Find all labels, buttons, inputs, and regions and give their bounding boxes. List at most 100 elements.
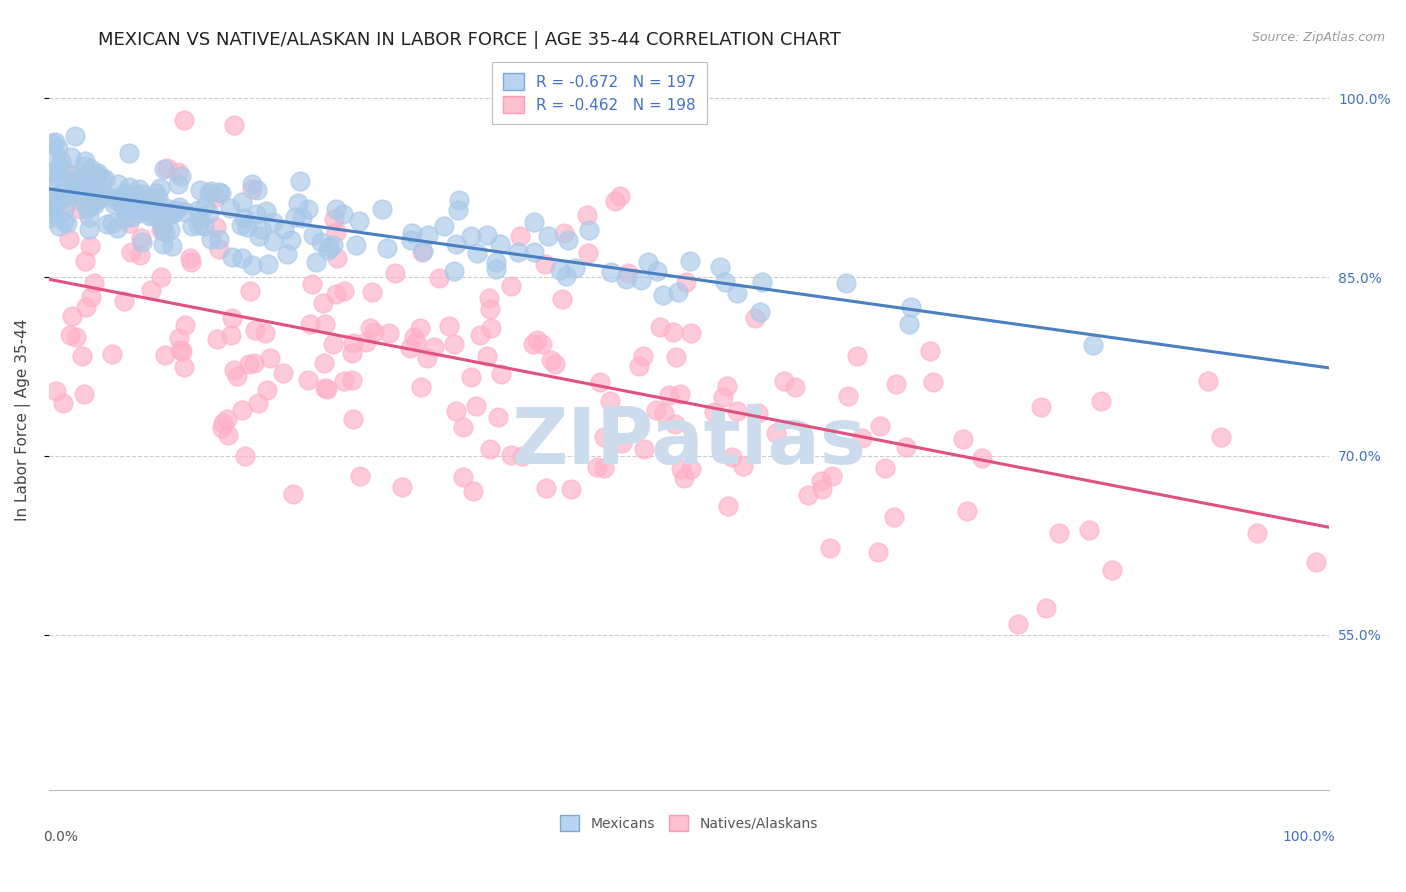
Point xyxy=(530,337,553,351)
Point xyxy=(39,203,62,218)
Point xyxy=(1305,555,1327,569)
Point xyxy=(652,406,675,420)
Point xyxy=(851,431,873,445)
Point xyxy=(312,356,335,370)
Point xyxy=(46,141,69,155)
Point xyxy=(744,311,766,326)
Point xyxy=(412,244,434,258)
Point xyxy=(633,442,655,456)
Point xyxy=(77,210,100,224)
Point xyxy=(157,205,180,219)
Point xyxy=(564,260,586,275)
Point xyxy=(675,275,697,289)
Point xyxy=(797,488,820,502)
Point xyxy=(416,227,439,242)
Point xyxy=(49,192,72,206)
Point xyxy=(509,229,531,244)
Point xyxy=(162,239,184,253)
Point xyxy=(449,193,471,207)
Point xyxy=(821,469,844,483)
Text: ZIPatlas: ZIPatlas xyxy=(512,404,866,480)
Point xyxy=(405,335,427,350)
Point xyxy=(312,295,335,310)
Point xyxy=(540,353,562,368)
Point xyxy=(332,207,354,221)
Point xyxy=(522,337,544,351)
Point xyxy=(77,221,100,235)
Point xyxy=(478,301,501,316)
Point xyxy=(363,326,385,340)
Point xyxy=(288,174,311,188)
Point xyxy=(149,181,172,195)
Point xyxy=(58,179,80,194)
Point xyxy=(658,388,681,402)
Point xyxy=(883,509,905,524)
Point xyxy=(599,265,621,279)
Point xyxy=(127,205,149,219)
Point xyxy=(152,162,174,177)
Point xyxy=(1078,523,1101,537)
Point xyxy=(240,182,263,196)
Point xyxy=(103,197,125,211)
Point xyxy=(169,169,191,184)
Point xyxy=(349,468,371,483)
Point xyxy=(325,225,347,239)
Point xyxy=(404,330,426,344)
Point xyxy=(193,219,215,233)
Point xyxy=(224,118,246,132)
Point xyxy=(65,330,87,344)
Point xyxy=(42,194,65,208)
Point xyxy=(114,190,136,204)
Point xyxy=(114,186,136,200)
Point xyxy=(401,227,423,241)
Point xyxy=(46,194,69,208)
Point xyxy=(869,419,891,434)
Point xyxy=(297,373,319,387)
Point xyxy=(58,232,80,246)
Point xyxy=(305,255,328,269)
Point xyxy=(73,387,96,401)
Point xyxy=(523,245,546,260)
Point xyxy=(411,245,433,260)
Point xyxy=(75,185,97,199)
Point xyxy=(499,278,522,293)
Point xyxy=(72,350,94,364)
Point xyxy=(231,402,253,417)
Point xyxy=(87,169,110,184)
Text: Source: ZipAtlas.com: Source: ZipAtlas.com xyxy=(1251,31,1385,45)
Point xyxy=(560,482,582,496)
Point xyxy=(39,207,62,221)
Point xyxy=(291,211,314,225)
Point xyxy=(576,208,599,222)
Point xyxy=(391,480,413,494)
Point xyxy=(783,380,806,394)
Point xyxy=(1083,338,1105,352)
Point xyxy=(132,204,155,219)
Point xyxy=(489,237,512,252)
Point xyxy=(506,245,529,260)
Point xyxy=(834,276,856,290)
Point xyxy=(62,175,84,189)
Point xyxy=(666,285,689,299)
Point xyxy=(749,305,772,319)
Point xyxy=(384,266,406,280)
Point xyxy=(460,229,482,244)
Point xyxy=(408,321,430,335)
Point xyxy=(443,264,465,278)
Point xyxy=(107,177,129,191)
Point xyxy=(233,449,256,463)
Point xyxy=(124,187,146,202)
Point xyxy=(747,406,769,420)
Point xyxy=(773,374,796,388)
Point xyxy=(875,461,897,475)
Point xyxy=(333,374,356,388)
Point xyxy=(439,318,461,333)
Point xyxy=(956,504,979,518)
Point xyxy=(165,202,187,217)
Point xyxy=(725,404,748,418)
Point xyxy=(325,286,347,301)
Point xyxy=(188,183,211,197)
Point xyxy=(550,292,572,306)
Point xyxy=(56,216,79,230)
Point xyxy=(461,484,484,499)
